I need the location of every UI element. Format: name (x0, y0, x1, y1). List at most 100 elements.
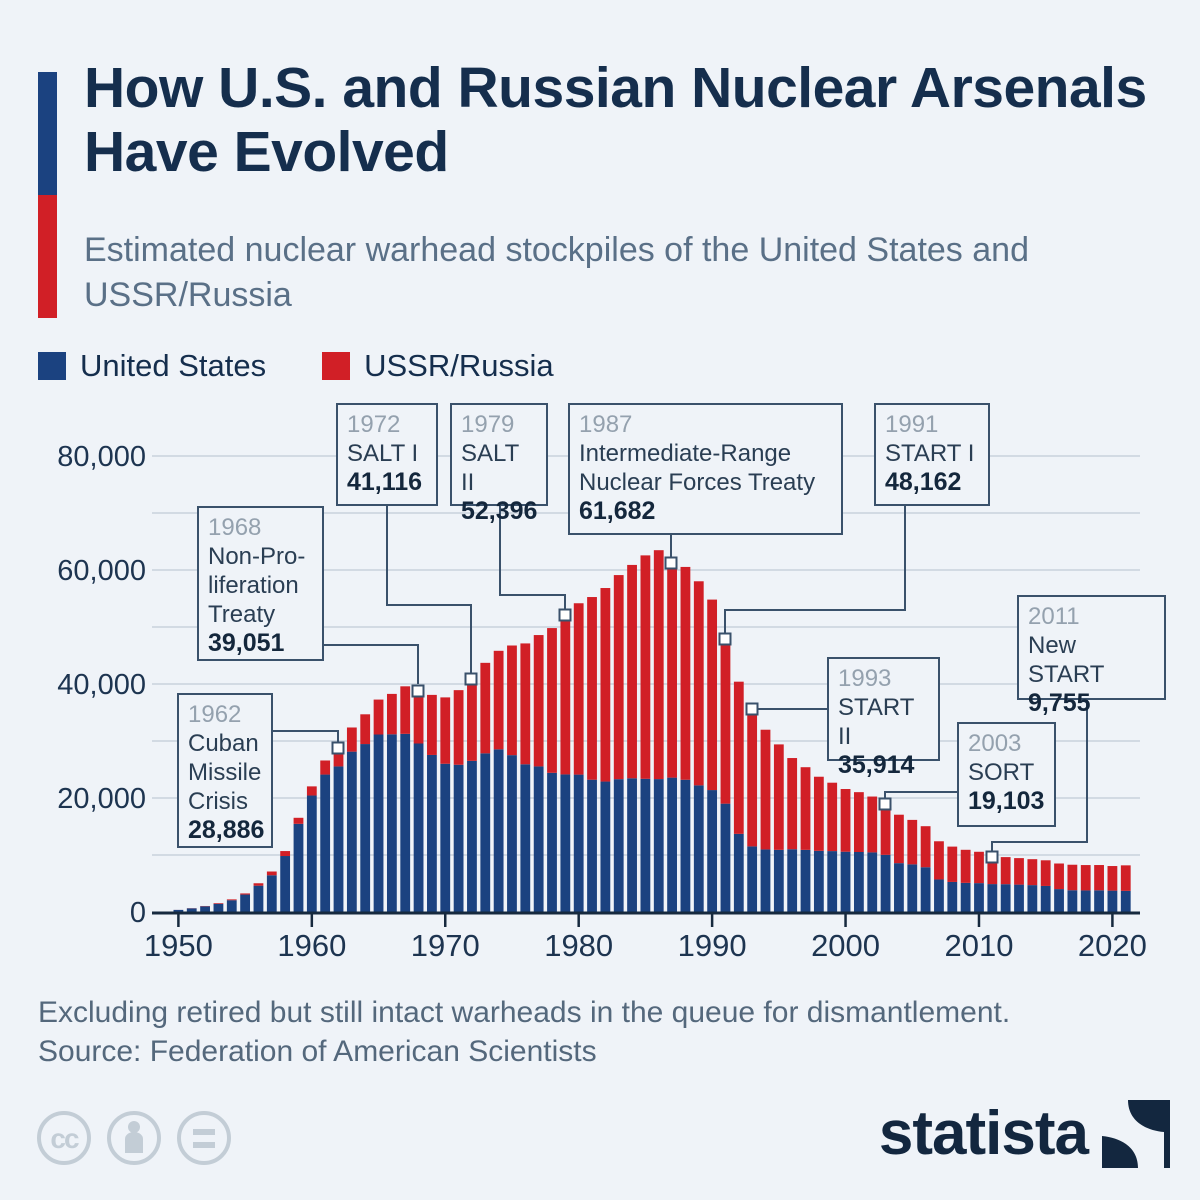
bar-russia-2020 (1107, 866, 1118, 891)
bar-us-1971 (453, 764, 464, 912)
annotation-label: liferation (208, 572, 299, 599)
annotation-value: 19,103 (968, 787, 1045, 815)
annotation-year: 2003 (968, 730, 1022, 757)
bar-russia-1994 (760, 729, 771, 850)
bar-us-2011 (987, 884, 998, 912)
legend-item-ussr-russia: USSR/Russia (322, 348, 554, 384)
marker-1979 (558, 608, 572, 622)
bar-us-1983 (613, 779, 624, 912)
statista-logo: statista (879, 1098, 1170, 1169)
bar-us-1950 (173, 909, 184, 912)
annotation-2003: 2003 SORT 19,103 (957, 722, 1056, 827)
bar-russia-1999 (827, 782, 838, 852)
bar-us-1954 (226, 900, 237, 912)
bar-russia-1956 (253, 883, 264, 886)
page-title: How U.S. and Russian Nuclear Arsenals Ha… (84, 56, 1147, 184)
x-axis-label: 2010 (944, 928, 1013, 963)
bar-us-1975 (507, 755, 517, 912)
annotation-value: 9,755 (1028, 689, 1091, 717)
bar-us-1984 (627, 778, 637, 912)
bar-us-2021 (1120, 890, 1131, 912)
bar-us-2012 (1000, 884, 1011, 912)
statista-logo-mark (1102, 1099, 1170, 1168)
x-axis-label: 2000 (811, 928, 880, 963)
statista-wordmark: statista (878, 1099, 1089, 1168)
bar-russia-1974 (493, 650, 504, 750)
annotation-1962: 1962 Cuban Missile Crisis 28,886 (177, 693, 273, 848)
connector-2011 (991, 700, 1088, 851)
x-axis-label: 2020 (1078, 928, 1147, 963)
bar-russia-1993 (747, 707, 758, 847)
connector-1991 (724, 506, 906, 633)
bar-us-2018 (1080, 890, 1091, 912)
bar-russia-1979 (560, 613, 571, 775)
bar-russia-1962 (333, 747, 344, 767)
bar-russia-2007 (934, 841, 944, 880)
bar-us-1972 (467, 760, 477, 912)
bar-russia-2004 (894, 814, 904, 864)
title-accent-bar-blue (38, 72, 57, 195)
bar-russia-1969 (427, 694, 437, 755)
annotation-value: 39,051 (208, 629, 285, 657)
annotation-label: Cuban (188, 730, 259, 757)
bar-russia-2021 (1120, 865, 1131, 891)
bar-russia-1987 (667, 560, 677, 778)
svg-text:cc: cc (50, 1123, 79, 1154)
y-axis-label: 80,000 (57, 441, 146, 473)
chart-footnote: Excluding retired but still intact warhe… (38, 996, 1011, 1029)
bar-russia-2006 (920, 826, 931, 868)
bar-us-1995 (773, 849, 784, 912)
attribution-icon (107, 1111, 161, 1165)
bar-us-1967 (400, 733, 411, 912)
bar-russia-1973 (480, 662, 491, 754)
bar-us-1980 (573, 774, 584, 912)
bar-russia-1978 (547, 628, 557, 773)
annotation-1968: 1968 Non-Pro-liferation Treaty 39,051 (197, 506, 324, 661)
bar-us-1978 (547, 772, 557, 912)
bar-russia-1954 (226, 899, 237, 901)
bar-russia-1960 (306, 786, 317, 796)
bar-us-2014 (1027, 885, 1038, 912)
bar-russia-1988 (680, 566, 691, 780)
annotation-label: SORT (968, 759, 1035, 786)
bar-russia-2005 (907, 819, 918, 865)
annotation-label: SALT I (347, 440, 419, 467)
bar-russia-1989 (693, 581, 704, 786)
bar-russia-2008 (947, 846, 958, 882)
bar-us-1951 (186, 908, 197, 912)
bar-us-1997 (800, 849, 811, 912)
title-accent-bar (38, 72, 57, 318)
bar-russia-1957 (266, 871, 277, 876)
x-axis-label: 1980 (544, 928, 613, 963)
bar-russia-1968 (413, 689, 424, 744)
bar-russia-1964 (360, 714, 371, 745)
y-axis-label: 40,000 (57, 669, 146, 701)
annotation-1993: 1993 START II 35,914 (827, 657, 940, 779)
annotation-value: 61,682 (579, 497, 656, 525)
bar-russia-1997 (800, 767, 811, 850)
bar-us-1986 (653, 779, 664, 912)
bar-russia-1967 (400, 686, 411, 734)
bar-us-2016 (1054, 889, 1064, 912)
bar-us-1990 (707, 790, 718, 912)
annotation-1987: 1987 Intermediate-Range Nuclear Forces Tre… (568, 403, 843, 535)
x-axis: 1950 1960 1970 1980 1990 2000 2010 2020 (144, 911, 1147, 963)
bar-russia-1986 (653, 550, 664, 780)
annotation-year: 1962 (188, 701, 242, 728)
bar-russia-1991 (720, 637, 731, 804)
connector-1972 (386, 506, 472, 673)
bar-us-2015 (1040, 885, 1051, 912)
bar-us-1955 (240, 894, 251, 912)
bar-russia-2016 (1054, 863, 1064, 890)
bar-us-2007 (934, 879, 944, 912)
annotation-value: 48,162 (885, 468, 962, 496)
bar-russia-1963 (346, 727, 357, 752)
connector-1979 (499, 506, 566, 609)
bar-us-1976 (520, 764, 531, 912)
page-subtitle: Estimated nuclear warhead stockpiles of … (84, 231, 1029, 314)
bar-us-1988 (680, 779, 691, 912)
bar-us-2010 (974, 883, 984, 912)
legend-swatch-russia (322, 352, 351, 380)
bar-russia-1981 (587, 597, 597, 780)
